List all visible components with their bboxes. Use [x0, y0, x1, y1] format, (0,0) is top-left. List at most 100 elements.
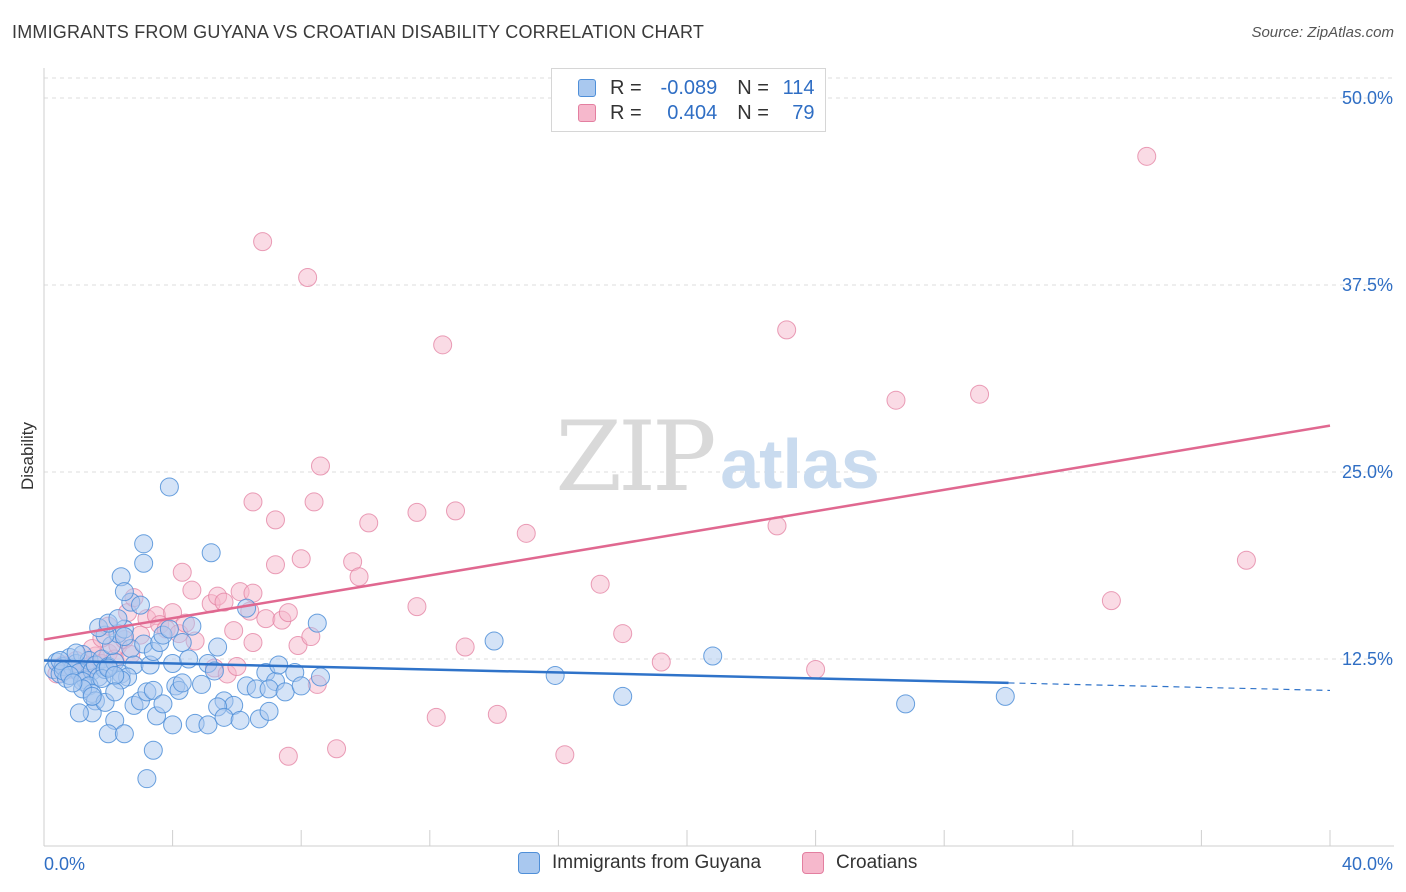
guyana-point [143, 740, 163, 760]
croatians-point [291, 549, 311, 569]
guyana-point [179, 649, 199, 669]
r-value: -0.089 [660, 76, 718, 99]
croatians-point [227, 656, 247, 676]
croatians-point [224, 621, 244, 641]
legend-item-guyana[interactable]: Immigrants from Guyana [518, 852, 761, 874]
guyana-point [98, 724, 118, 744]
guyana-point [995, 686, 1015, 706]
guyana-point [69, 703, 89, 723]
correlation-legend: R = -0.089 N = 114 R = 0.404 N = 79 [551, 68, 826, 132]
croatians-point [359, 513, 379, 533]
guyana-point [214, 707, 234, 727]
source-label: Source: ZipAtlas.com [1251, 24, 1394, 41]
guyana-point [130, 595, 150, 615]
croatians-point [243, 633, 263, 653]
guyana-point [108, 609, 128, 629]
guyana-point [545, 665, 565, 685]
croatians-point [455, 637, 475, 657]
legend-row-croatians: R = 0.404 N = 79 [578, 101, 815, 125]
guyana-point [63, 673, 83, 693]
croatians-point [310, 456, 330, 476]
croatians-point [278, 746, 298, 766]
guyana-point [137, 769, 157, 789]
guyana-point [153, 694, 173, 714]
croatians-point [214, 592, 234, 612]
guyana-point [143, 680, 163, 700]
guyana-point [192, 674, 212, 694]
tick-labels: 12.5% 25.0% 37.5% 50.0% 0.0% 40.0% [44, 88, 1393, 874]
guyana-point [201, 543, 221, 563]
n-label: N = [737, 76, 769, 99]
n-value: 114 [782, 76, 815, 99]
guyana-point [172, 673, 192, 693]
watermark: ZIP atlas [555, 401, 879, 513]
croatians-legend-label: Croatians [836, 852, 918, 873]
croatians-point [278, 603, 298, 623]
croatians-point [407, 502, 427, 522]
r-label: R = [610, 76, 642, 99]
croatians-point [1236, 550, 1256, 570]
grid-lines [44, 77, 1394, 660]
croatians-point [970, 384, 990, 404]
guyana-swatch [578, 79, 596, 97]
croatians-point [651, 652, 671, 672]
guyana-point [230, 710, 250, 730]
guyana-point [291, 676, 311, 696]
trend-lines [43, 424, 1331, 692]
n-label: N = [737, 101, 769, 124]
croatians-point [243, 492, 263, 512]
croatians-point [806, 659, 826, 679]
y-tick-label: 37.5% [1342, 275, 1393, 295]
croatians-point [433, 335, 453, 355]
guyana-point [163, 715, 183, 735]
croatians-point [407, 597, 427, 617]
y-axis-label: Disability [18, 421, 37, 490]
croatians-swatch [578, 104, 596, 122]
r-value: 0.404 [667, 101, 718, 124]
guyana-point [134, 534, 154, 554]
croatians-point [1137, 146, 1157, 166]
guyana-point [259, 679, 279, 699]
guyana-point [896, 694, 916, 714]
croatians-point [253, 232, 273, 252]
axes [43, 68, 1394, 847]
croatians-point [349, 567, 369, 587]
watermark-zip: ZIP [555, 401, 714, 513]
croatians-point [304, 492, 324, 512]
legend-item-croatians[interactable]: Croatians [802, 852, 917, 874]
n-value: 79 [792, 101, 815, 124]
r-label: R = [610, 101, 642, 124]
croatians-point [777, 320, 797, 340]
chart-title: IMMIGRANTS FROM GUYANA VS CROATIAN DISAB… [12, 22, 705, 42]
guyana-point [259, 701, 279, 721]
y-tick-label: 12.5% [1342, 649, 1393, 669]
guyana-point [613, 686, 633, 706]
guyana-point [307, 613, 327, 633]
x-tick-label: 40.0% [1342, 854, 1393, 874]
guyana-point [159, 477, 179, 497]
guyana-point [134, 553, 154, 573]
guyana-legend-label: Immigrants from Guyana [552, 852, 762, 873]
croatians-point [265, 555, 285, 575]
guyana-point [204, 661, 224, 681]
guyana-point [182, 616, 202, 636]
watermark-atlas: atlas [720, 425, 880, 503]
guyana-point [275, 682, 295, 702]
croatians-legend-swatch [802, 852, 824, 874]
y-tick-label: 50.0% [1342, 88, 1393, 108]
series-legend: Immigrants from Guyana Croatians [0, 850, 1406, 880]
croatians-point [446, 501, 466, 521]
guyana-point [310, 667, 330, 687]
guyana-point [114, 724, 134, 744]
guyana-point [172, 633, 192, 653]
croatians-point [516, 523, 536, 543]
croatians-point [182, 580, 202, 600]
guyana-legend-swatch [518, 852, 540, 874]
guyana-point [484, 631, 504, 651]
guyana-point [159, 619, 179, 639]
guyana-trend-extension [1008, 682, 1331, 692]
croatians-point [256, 609, 276, 629]
guyana-point [208, 637, 228, 657]
croatians-trend-line [43, 424, 1331, 641]
